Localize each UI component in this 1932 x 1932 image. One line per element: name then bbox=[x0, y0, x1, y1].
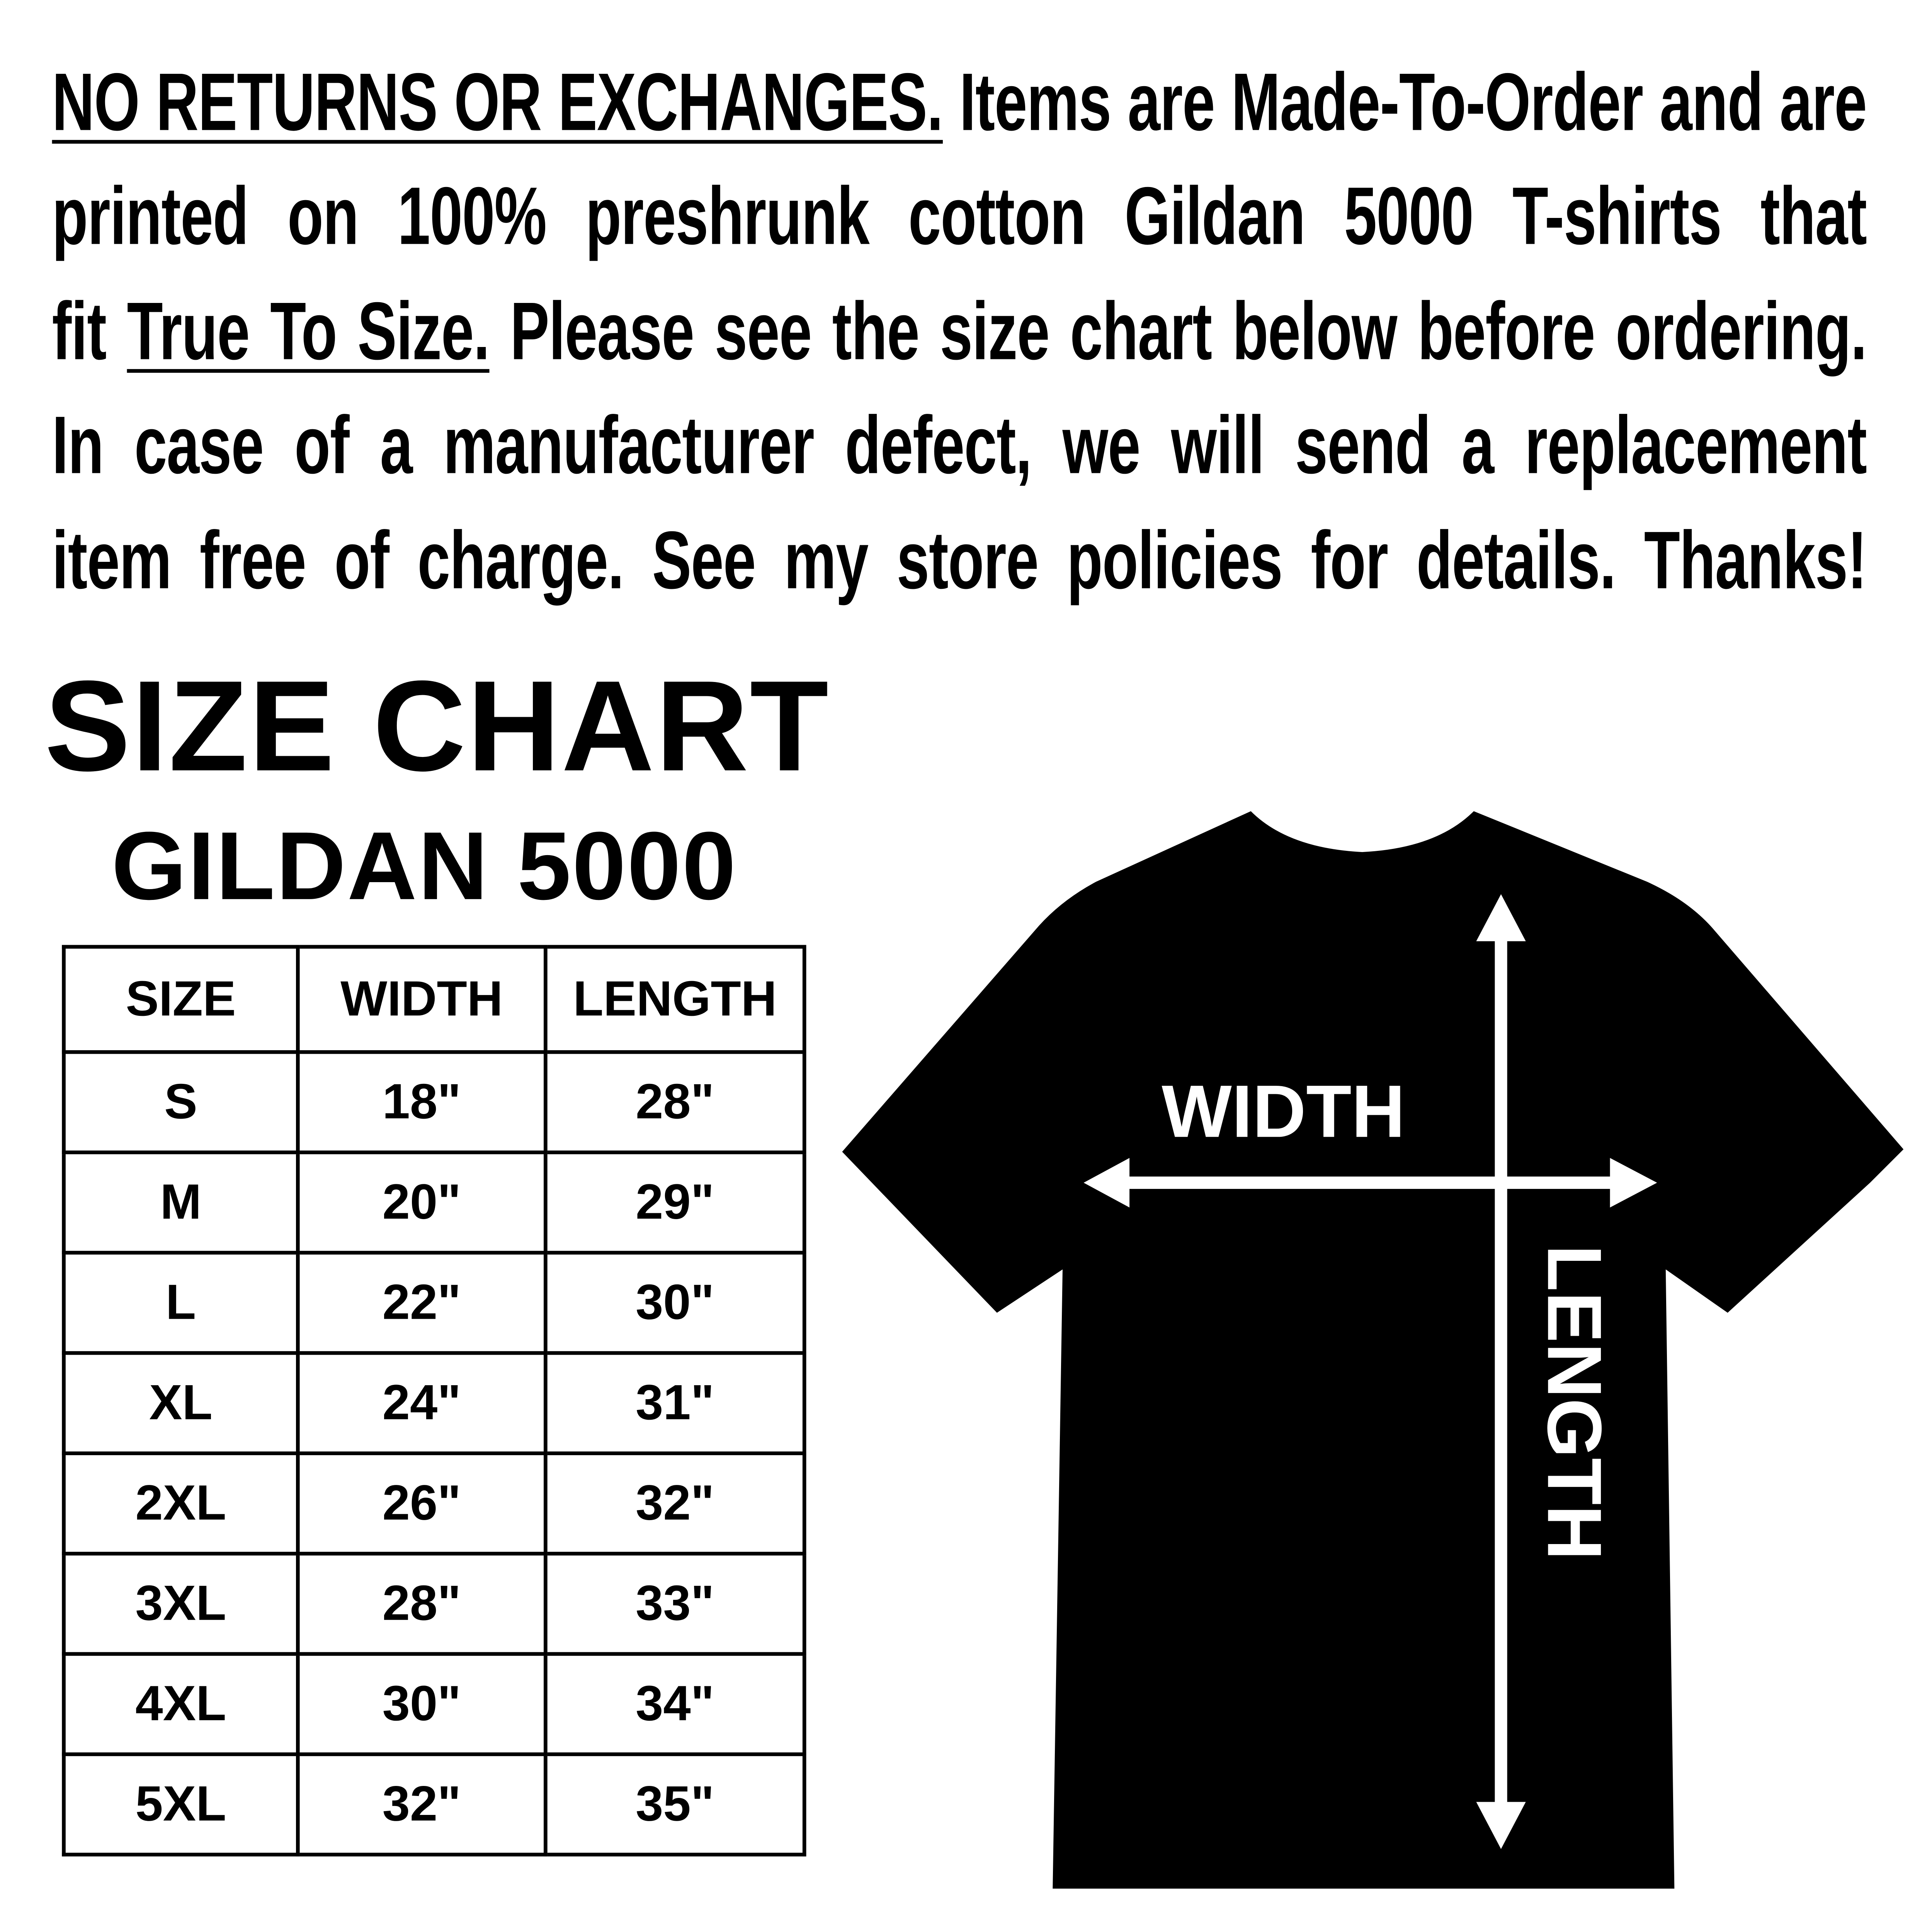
notice-line-5: item free of charge. See my store polici… bbox=[52, 510, 1867, 609]
width-cell: 30" bbox=[296, 1652, 548, 1756]
width-cell: 20" bbox=[296, 1150, 548, 1255]
notice-text: fit bbox=[52, 285, 127, 377]
table-row: 5XL 32" 35" bbox=[62, 1752, 806, 1857]
size-cell: 4XL bbox=[62, 1652, 300, 1756]
notice-text: Items are Made-To-Order and are bbox=[942, 56, 1867, 148]
header-size: SIZE bbox=[62, 945, 300, 1054]
length-cell: 30" bbox=[544, 1251, 806, 1355]
size-cell: S bbox=[62, 1050, 300, 1155]
width-cell: 18" bbox=[296, 1050, 548, 1155]
width-cell: 28" bbox=[296, 1551, 548, 1656]
length-cell: 31" bbox=[544, 1351, 806, 1455]
table-row: 3XL 28" 33" bbox=[62, 1551, 806, 1656]
notice-text: printed on 100% preshrunk cotton Gildan … bbox=[52, 170, 1867, 262]
table-row: 2XL 26" 32" bbox=[62, 1451, 806, 1556]
width-cell: 26" bbox=[296, 1451, 548, 1556]
notice-line-2: printed on 100% preshrunk cotton Gildan … bbox=[52, 166, 1867, 265]
notice-line-1: NO RETURNS OR EXCHANGES. Items are Made-… bbox=[52, 52, 1867, 151]
length-label: LENGTH bbox=[1531, 1245, 1617, 1560]
length-arrow bbox=[1476, 894, 1526, 1849]
length-cell: 32" bbox=[544, 1451, 806, 1556]
table-row: M 20" 29" bbox=[62, 1150, 806, 1255]
table-header-row: SIZE WIDTH LENGTH bbox=[62, 945, 806, 1054]
notice-text: In case of a manufacturer defect, we wil… bbox=[52, 399, 1867, 491]
size-cell: 2XL bbox=[62, 1451, 300, 1556]
notice-line-3: fit True To Size. Please see the size ch… bbox=[52, 281, 1867, 380]
tshirt-icon bbox=[842, 811, 1904, 1889]
width-cell: 32" bbox=[296, 1752, 548, 1857]
table-row: XL 24" 31" bbox=[62, 1351, 806, 1455]
header-length: LENGTH bbox=[544, 945, 806, 1054]
notice-text: Please see the size chart below before o… bbox=[489, 285, 1867, 377]
size-cell: XL bbox=[62, 1351, 300, 1455]
width-cell: 24" bbox=[296, 1351, 548, 1455]
table-row: S 18" 28" bbox=[62, 1050, 806, 1155]
table-row: L 22" 30" bbox=[62, 1251, 806, 1355]
length-cell: 35" bbox=[544, 1752, 806, 1857]
no-returns-text: NO RETURNS OR EXCHANGES. bbox=[52, 56, 944, 148]
size-table: SIZE WIDTH LENGTH S 18" 28" M 20" 29" L 22" 30… bbox=[62, 945, 806, 1857]
size-chart-subtitle: GILDAN 5000 bbox=[111, 811, 737, 920]
size-cell: 3XL bbox=[62, 1551, 300, 1656]
notice-text: item free of charge. See my store polici… bbox=[52, 514, 1867, 606]
header-width: WIDTH bbox=[296, 945, 548, 1054]
length-cell: 33" bbox=[544, 1551, 806, 1656]
size-cell: M bbox=[62, 1150, 300, 1255]
length-cell: 28" bbox=[544, 1050, 806, 1155]
true-to-size-text: True To Size. bbox=[127, 285, 490, 377]
width-label: WIDTH bbox=[1162, 1070, 1405, 1153]
size-cell: L bbox=[62, 1251, 300, 1355]
notice-line-4: In case of a manufacturer defect, we wil… bbox=[52, 395, 1867, 494]
size-chart-title: SIZE CHART bbox=[44, 655, 830, 799]
width-arrow bbox=[1083, 1158, 1657, 1208]
length-cell: 34" bbox=[544, 1652, 806, 1756]
length-cell: 29" bbox=[544, 1150, 806, 1255]
size-cell: 5XL bbox=[62, 1752, 300, 1857]
width-cell: 22" bbox=[296, 1251, 548, 1355]
table-row: 4XL 30" 34" bbox=[62, 1652, 806, 1756]
